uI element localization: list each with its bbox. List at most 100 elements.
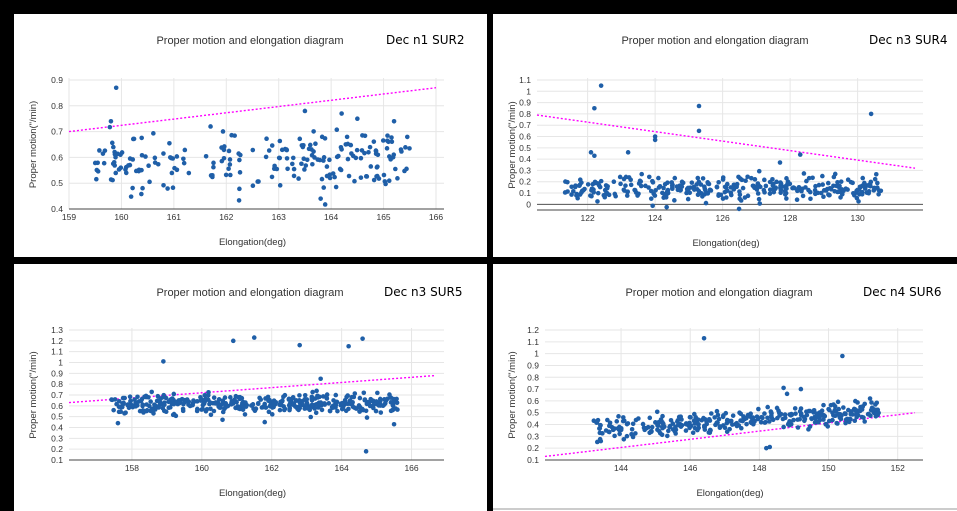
data-point [358,175,364,180]
y-axis-label: Proper motion("/min) [28,101,39,188]
data-point [302,397,308,402]
data-point [765,404,770,410]
data-point [692,425,698,431]
data-point [832,188,837,194]
data-point [782,192,788,197]
y-tick-label: 0.6 [527,396,539,406]
data-point [759,414,764,420]
data-point [859,183,865,189]
data-point [210,172,215,178]
data-point [740,418,745,424]
data-point [771,189,777,195]
data-point [859,191,865,197]
data-point [319,407,325,413]
data-point-outlier [652,137,658,143]
data-point [345,401,351,407]
data-point [362,150,367,156]
data-point [797,416,803,422]
data-point [277,138,283,144]
data-point [318,400,324,405]
data-point [734,423,740,429]
data-point [838,179,844,184]
data-point [184,397,190,402]
data-point [708,428,713,433]
data-point [156,403,161,409]
data-point [151,131,156,136]
data-point [349,394,355,400]
data-point [780,416,786,422]
data-point [636,181,642,186]
data-point [398,147,404,152]
data-point-outlier [346,343,351,349]
x-axis-label: Elongation(deg) [696,488,763,499]
data-point [171,391,177,397]
data-point [313,141,318,147]
data-point [272,163,277,169]
scatter-chart-2: Proper motion and elongation diagram Dec … [28,285,462,499]
data-point [633,417,639,423]
data-point [621,176,627,182]
data-point [773,185,779,190]
data-point [630,421,636,427]
data-point [678,424,684,429]
data-point [683,428,689,433]
data-point-outlier [262,419,268,425]
data-point [617,431,622,437]
data-point [258,397,264,402]
data-point [277,155,283,161]
data-point [807,408,813,414]
data-point-outlier [318,196,323,201]
data-point [108,177,114,182]
data-point [860,404,866,409]
data-point-outlier [161,359,166,364]
data-point [814,411,820,416]
data-point-outlier [391,118,397,124]
y-tick-label: 0.8 [51,379,63,389]
data-point [797,409,803,414]
data-point [250,402,256,407]
x-tick-label: 164 [324,212,338,222]
data-point [862,419,867,424]
data-point [340,405,346,410]
data-point [754,187,760,192]
data-point [407,146,412,151]
data-point [362,133,368,139]
data-point [130,136,136,142]
data-point [815,419,820,425]
data-point [598,422,603,428]
data-point [380,403,386,409]
data-point [652,193,658,198]
data-point [354,147,360,153]
data-point [826,192,832,198]
data-point [647,415,653,421]
data-point [128,194,134,199]
data-point [311,129,316,134]
data-point [771,181,776,187]
data-point [662,424,667,429]
data-point [386,178,392,184]
data-point [822,413,827,419]
data-point [127,402,132,407]
data-point [391,396,396,402]
data-point [667,423,673,429]
data-point [825,186,830,192]
data-point [872,186,877,192]
data-point [109,140,115,146]
data-point [336,153,341,159]
data-point [654,409,660,415]
data-point [203,396,208,402]
data-point [812,187,818,193]
chart-tag: Dec n1 SUR2 [386,33,464,47]
data-point-outlier [297,342,302,348]
y-tick-label: 1.1 [519,75,531,85]
data-point [357,409,363,414]
y-tick-label: 0.8 [51,101,63,111]
data-point [685,196,691,202]
data-point-outlier [355,116,360,121]
data-point-outlier [701,335,707,341]
data-point [335,408,340,414]
data-point [349,151,354,156]
data-point [784,196,789,201]
data-point [745,174,750,180]
data-point [597,436,603,442]
